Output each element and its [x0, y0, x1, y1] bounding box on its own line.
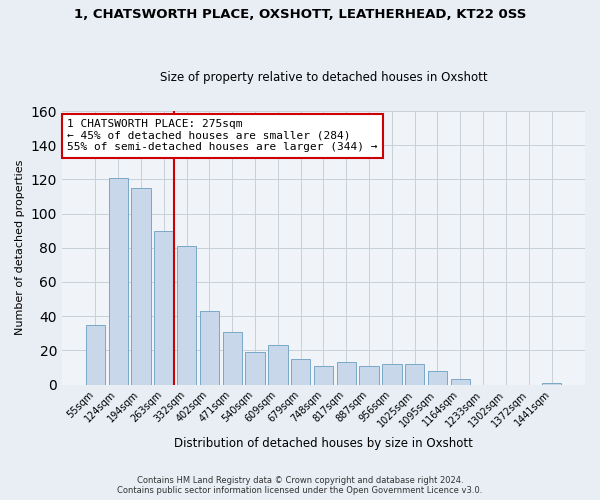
Bar	[382, 364, 401, 384]
Y-axis label: Number of detached properties: Number of detached properties	[15, 160, 25, 336]
Bar	[314, 366, 333, 384]
Bar	[337, 362, 356, 384]
Bar	[268, 345, 287, 385]
X-axis label: Distribution of detached houses by size in Oxshott: Distribution of detached houses by size …	[174, 437, 473, 450]
Bar	[131, 188, 151, 384]
Title: Size of property relative to detached houses in Oxshott: Size of property relative to detached ho…	[160, 70, 487, 84]
Bar	[428, 371, 447, 384]
Text: 1 CHATSWORTH PLACE: 275sqm
← 45% of detached houses are smaller (284)
55% of sem: 1 CHATSWORTH PLACE: 275sqm ← 45% of deta…	[67, 120, 377, 152]
Text: Contains HM Land Registry data © Crown copyright and database right 2024.
Contai: Contains HM Land Registry data © Crown c…	[118, 476, 482, 495]
Bar	[359, 366, 379, 384]
Bar	[405, 364, 424, 384]
Bar	[245, 352, 265, 384]
Bar	[451, 380, 470, 384]
Bar	[542, 383, 561, 384]
Bar	[291, 359, 310, 384]
Bar	[177, 246, 196, 384]
Bar	[86, 324, 105, 384]
Bar	[109, 178, 128, 384]
Bar	[223, 332, 242, 384]
Text: 1, CHATSWORTH PLACE, OXSHOTT, LEATHERHEAD, KT22 0SS: 1, CHATSWORTH PLACE, OXSHOTT, LEATHERHEA…	[74, 8, 526, 20]
Bar	[200, 311, 219, 384]
Bar	[154, 230, 173, 384]
